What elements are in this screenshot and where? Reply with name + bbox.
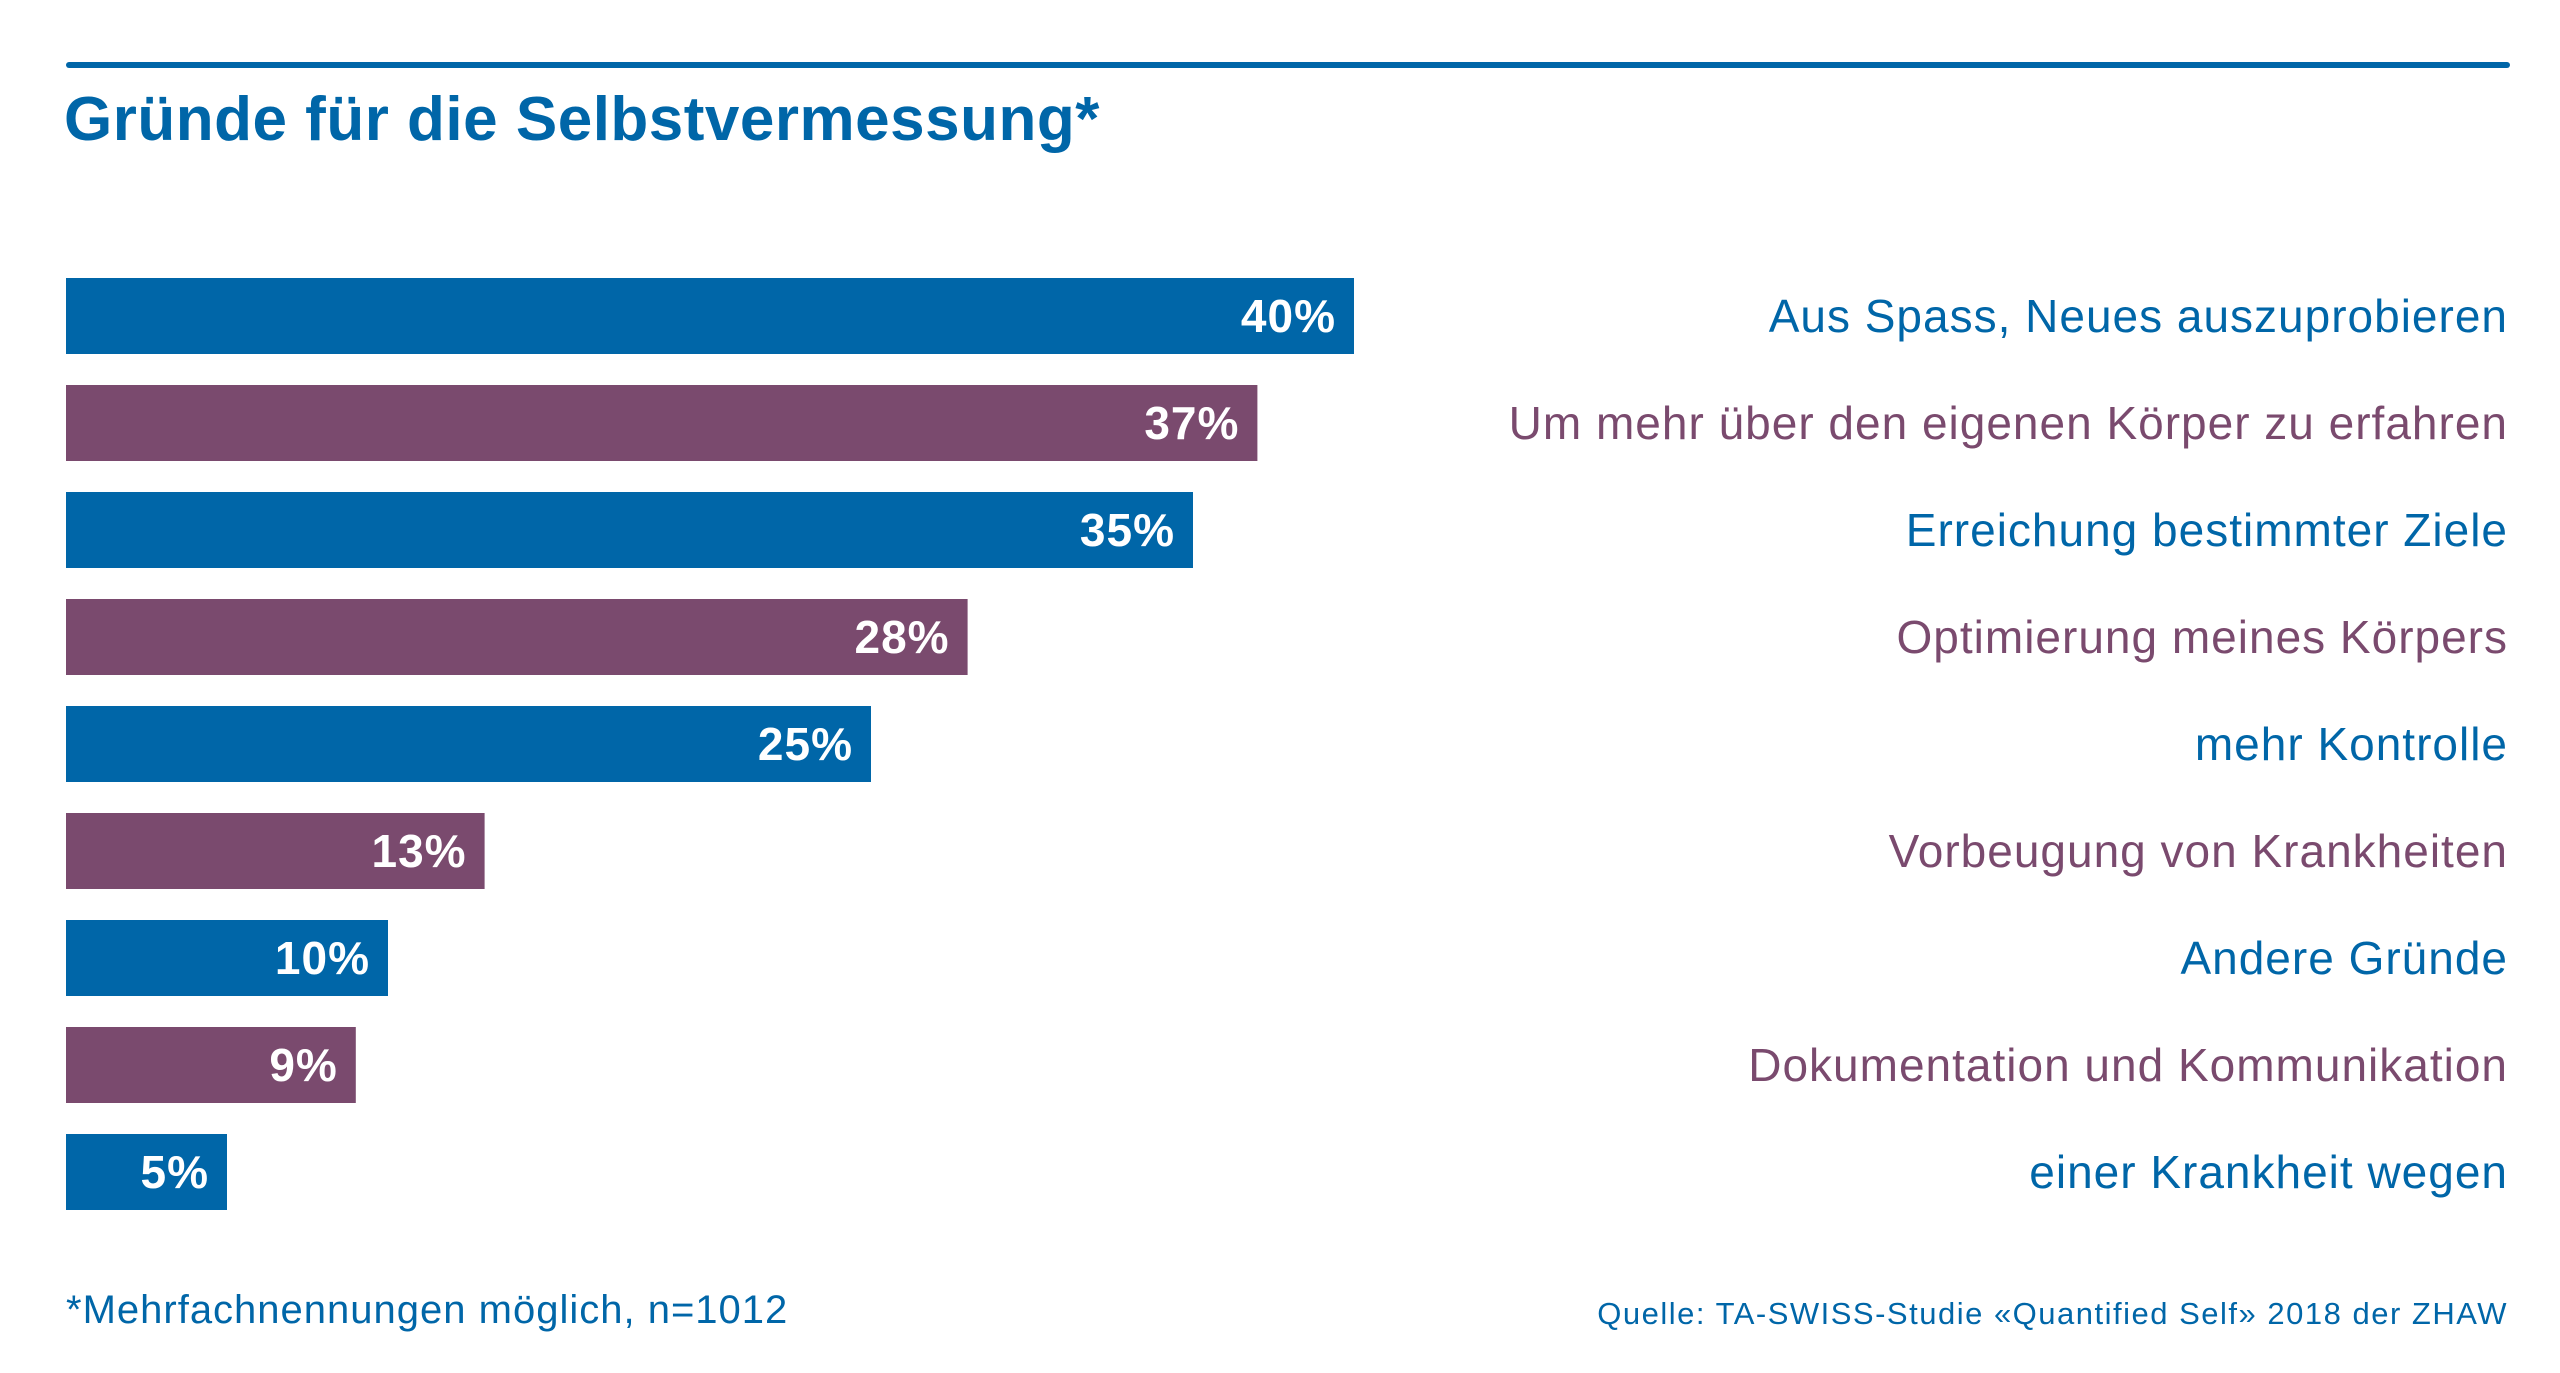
chart-title: Gründe für die Selbstvermessung* bbox=[64, 85, 1100, 154]
category-label-9: einer Krankheit wegen bbox=[2029, 1146, 2508, 1198]
bar-1 bbox=[66, 278, 1354, 354]
bar-value-label-8: 9% bbox=[269, 1039, 337, 1091]
bar-3 bbox=[66, 492, 1193, 568]
category-label-7: Andere Gründe bbox=[2180, 932, 2508, 984]
bar-6 bbox=[66, 813, 485, 889]
category-label-5: mehr Kontrolle bbox=[2195, 718, 2508, 770]
bar-value-label-7: 10% bbox=[275, 932, 370, 984]
bar-value-label-2: 37% bbox=[1144, 397, 1239, 449]
source-note: Quelle: TA-SWISS-Studie «Quantified Self… bbox=[1597, 1296, 2508, 1331]
bar-7 bbox=[66, 920, 388, 996]
category-label-6: Vorbeugung von Krankheiten bbox=[1889, 825, 2508, 877]
category-label-2: Um mehr über den eigenen Körper zu erfah… bbox=[1509, 397, 2508, 449]
bar-value-label-5: 25% bbox=[758, 718, 853, 770]
category-label-1: Aus Spass, Neues auszuprobieren bbox=[1769, 290, 2508, 342]
bar-value-label-4: 28% bbox=[855, 611, 950, 663]
bar-4 bbox=[66, 599, 968, 675]
bar-value-label-9: 5% bbox=[141, 1146, 209, 1198]
bar-5 bbox=[66, 706, 871, 782]
bar-9 bbox=[66, 1134, 227, 1210]
bar-value-label-6: 13% bbox=[372, 825, 467, 877]
bar-2 bbox=[66, 385, 1258, 461]
category-label-8: Dokumentation und Kommunikation bbox=[1748, 1039, 2508, 1091]
bar-value-label-3: 35% bbox=[1080, 504, 1175, 556]
bar-value-label-1: 40% bbox=[1241, 290, 1336, 342]
category-label-4: Optimierung meines Körpers bbox=[1897, 611, 2508, 663]
category-label-3: Erreichung bestimmter Ziele bbox=[1906, 504, 2508, 556]
footnote: *Mehrfachnennungen möglich, n=1012 bbox=[66, 1288, 789, 1332]
top-rule bbox=[66, 62, 2510, 68]
bar-8 bbox=[66, 1027, 356, 1103]
